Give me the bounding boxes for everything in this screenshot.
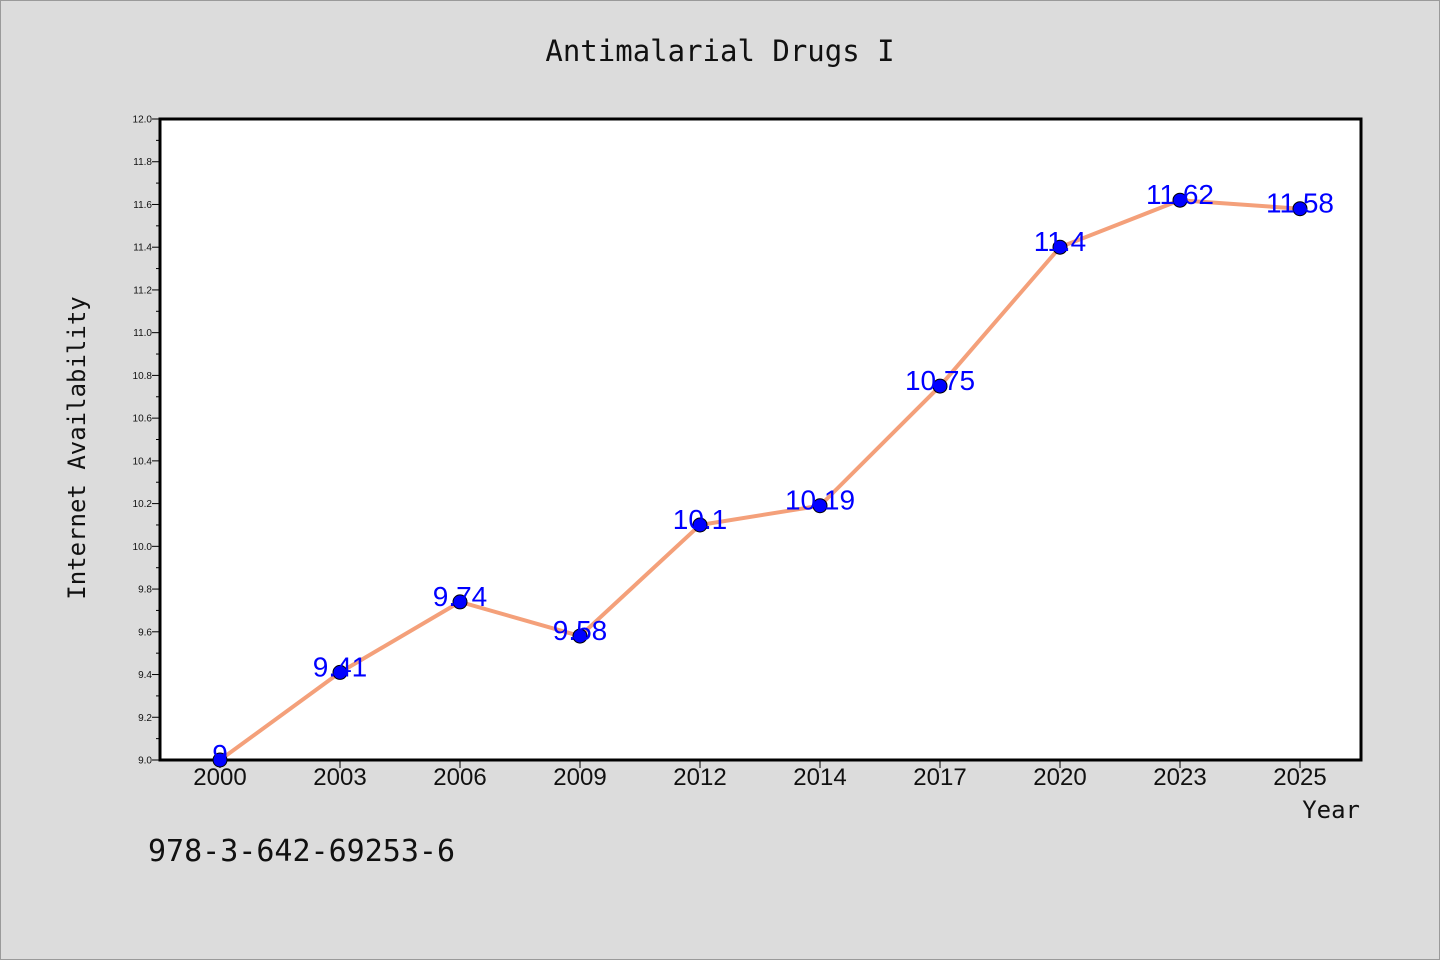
x-tick-label: 2023 [1153,764,1206,791]
y-tick-label: 10.6 [133,414,153,425]
isbn-text: 978-3-642-69253-6 [148,834,456,869]
data-label: 9 [212,739,228,770]
data-label: 9.58 [553,615,608,646]
data-label: 11.4 [1034,226,1086,257]
plot-area [158,117,1363,762]
y-tick-label: 11.8 [133,157,152,168]
y-tick-label: 9.4 [138,670,152,681]
data-point [212,752,228,768]
y-tick-label: 10.0 [133,542,153,553]
y-tick-label: 10.4 [133,456,153,467]
data-label: 10.75 [905,365,975,396]
x-tick-label: 2006 [433,764,486,791]
chart-title: Antimalarial Drugs I [545,34,895,68]
data-label: 11.58 [1266,188,1334,219]
y-tick-label: 12.0 [133,115,153,126]
data-point [1052,239,1068,255]
x-tick-label: 2014 [793,764,846,791]
y-tick-label: 9.0 [138,756,152,767]
x-tick-label: 2025 [1273,764,1326,791]
y-tick-label: 9.2 [138,713,152,724]
y-tick-label: 10.2 [133,499,153,510]
data-point [692,517,708,533]
y-tick-label: 11.0 [133,328,152,339]
y-tick-label: 9.6 [138,627,152,638]
data-point [1172,192,1188,208]
data-point [812,498,828,514]
x-tick-label: 2020 [1033,764,1086,791]
data-label: 9.41 [313,651,368,682]
data-label: 11.62 [1146,179,1214,210]
y-tick-label: 11.6 [133,200,152,211]
y-tick-label: 11.4 [133,243,152,254]
x-tick-label: 2009 [553,764,606,791]
x-tick-label: 2003 [313,764,366,791]
x-tick-label: 2017 [913,764,966,791]
y-tick-label: 10.8 [133,371,153,382]
data-point [932,378,948,394]
data-label: 9.74 [433,581,488,612]
y-tick-label: 9.8 [138,585,152,596]
x-axis-label: Year [1302,796,1360,824]
data-point [332,664,348,680]
data-point [1292,201,1308,217]
data-label: 10.1 [673,504,728,535]
data-label: 10.19 [785,485,855,516]
y-tick-label: 11.2 [133,285,152,296]
x-tick-label: 2012 [673,764,726,791]
series-line [218,198,1301,762]
x-tick-label: 2000 [193,764,246,791]
data-point [452,594,468,610]
data-point [572,628,588,644]
